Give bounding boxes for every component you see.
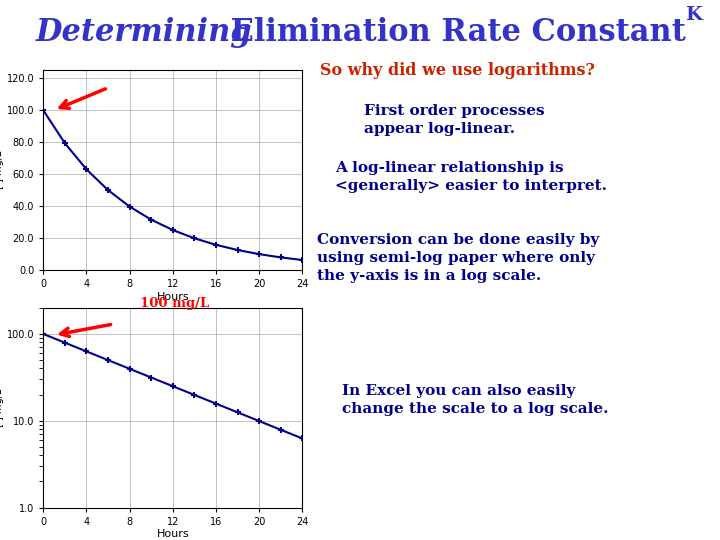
Text: Determining: Determining [36,17,253,48]
Text: First order processes: First order processes [364,104,544,118]
Text: A log-linear relationship is: A log-linear relationship is [335,161,564,176]
Y-axis label: [ ] mg/L: [ ] mg/L [0,151,4,190]
Text: change the scale to a log scale.: change the scale to a log scale. [342,402,608,416]
Text: 100 mg/L: 100 mg/L [140,297,210,310]
Text: Elimination Rate Constant: Elimination Rate Constant [220,17,685,48]
Y-axis label: [ ] mg/L: [ ] mg/L [0,388,4,427]
X-axis label: Hours: Hours [156,529,189,539]
Text: So why did we use logarithms?: So why did we use logarithms? [320,62,595,79]
Text: using semi-log paper where only: using semi-log paper where only [317,251,595,265]
Text: appear log-linear.: appear log-linear. [364,122,515,136]
Text: <generally> easier to interpret.: <generally> easier to interpret. [335,179,607,193]
Text: In Excel you can also easily: In Excel you can also easily [342,384,575,399]
Text: Conversion can be done easily by: Conversion can be done easily by [317,233,599,247]
Text: the y-axis is in a log scale.: the y-axis is in a log scale. [317,269,541,283]
X-axis label: Hours: Hours [156,292,189,302]
Text: K: K [685,6,702,24]
